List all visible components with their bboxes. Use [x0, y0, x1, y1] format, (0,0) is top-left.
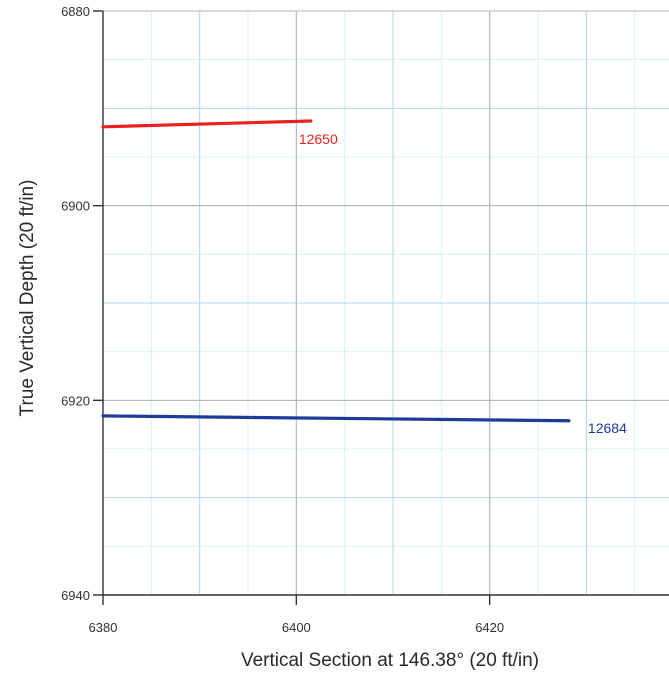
major-grid: [102, 10, 669, 596]
y-tick-label: 6900: [61, 199, 90, 214]
y-tick-label: 6880: [61, 4, 90, 19]
axis-ticks: 6880 6900 6920 6940 6380 6400 6420: [61, 4, 504, 635]
axes: [102, 11, 669, 596]
x-tick-label: 6400: [282, 620, 311, 635]
y-tick-label: 6920: [61, 393, 90, 408]
series-line-12650: [101, 119, 313, 129]
data-series: 12650 12684: [101, 119, 627, 436]
x-tick-label: 6420: [475, 620, 504, 635]
x-axis-title: Vertical Section at 146.38° (20 ft/in): [241, 650, 539, 671]
x-tick-label: 6380: [89, 620, 118, 635]
series-label-12684: 12684: [588, 420, 627, 436]
series-label-12650: 12650: [299, 131, 338, 147]
y-axis-title: True Vertical Depth (20 ft/in): [17, 180, 38, 417]
series-line-12684: [101, 414, 571, 423]
y-tick-label: 6940: [61, 588, 90, 603]
